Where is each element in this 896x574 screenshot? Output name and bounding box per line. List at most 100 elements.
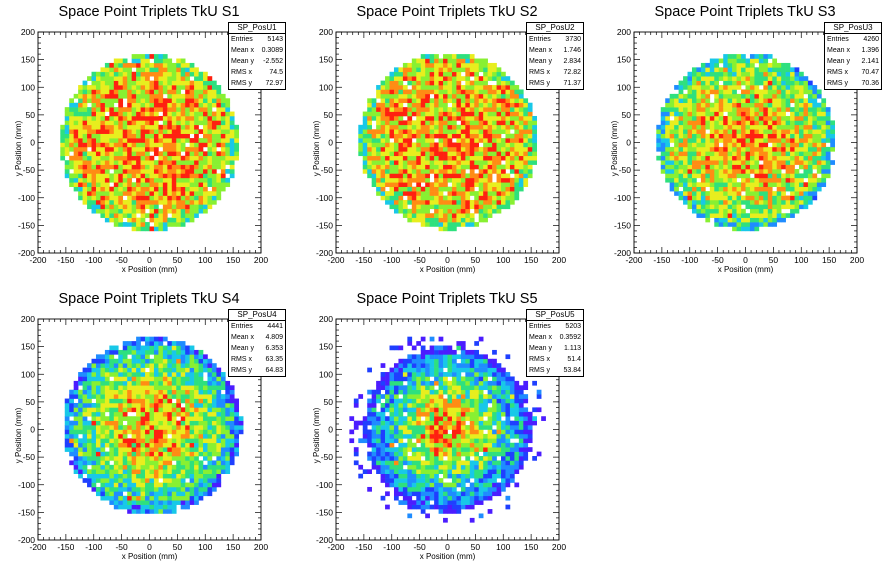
heatmap-cell [478,138,484,143]
heatmap-cell [127,442,132,448]
heatmap-cell [683,186,688,192]
heatmap-cell [696,102,702,108]
stats-row: RMS y 71.37 [527,78,583,89]
heatmap-cell [758,217,764,223]
heatmap-cell [140,173,146,179]
heatmap-cell [443,111,448,117]
heatmap-cell [705,138,711,143]
heatmap-cell [776,67,782,73]
heatmap-cell [691,115,697,121]
heatmap-cell [189,89,195,95]
heatmap-cell [509,160,515,165]
heatmap-cell [78,447,83,452]
heatmap-cell [696,204,702,210]
heatmap-cell [216,120,222,126]
heatmap-cell [180,93,186,99]
heatmap-cell [100,420,106,426]
heatmap-cell [140,222,146,227]
heatmap-cell [153,433,159,439]
heatmap-cell [194,164,199,170]
heatmap-cell [176,208,182,214]
heatmap-cell [794,98,800,104]
heatmap-cell [113,478,119,483]
heatmap-cell [736,111,742,117]
heatmap-cell [478,80,484,86]
heatmap-cell [674,164,679,170]
heatmap-cell [153,482,159,488]
heatmap-cell [104,456,110,461]
heatmap-cell [380,173,386,179]
heatmap-cell [465,160,471,165]
heatmap-cell [749,133,755,139]
heatmap-cell [754,204,760,210]
heatmap-cell [136,385,141,391]
heatmap-cell [64,115,70,121]
heatmap-cell [211,120,217,126]
heatmap-cell [434,155,439,161]
heatmap-cell [669,173,675,179]
heatmap-cell [807,195,813,201]
heatmap-cell [732,208,737,214]
heatmap-cell [416,186,422,192]
heatmap-cell [781,102,786,108]
heatmap-cell [194,146,199,152]
heatmap-cell [140,102,146,108]
heatmap-cell [705,177,711,183]
heatmap-cell [362,142,368,148]
heatmap-cell [505,151,511,157]
heatmap-cell [683,182,688,187]
heatmap-cell [456,107,462,112]
heatmap-cell [723,58,728,64]
heatmap-cell [145,407,150,413]
heatmap-cell [380,195,386,201]
heatmap-cell [767,71,773,77]
heatmap-cell [492,142,497,148]
heatmap-cell [420,191,426,196]
heatmap-cell [460,146,466,152]
heatmap-cell [203,186,208,192]
heatmap-cell [732,226,737,232]
heatmap-cell [95,98,101,104]
heatmap-cell [794,93,800,99]
heatmap-cell [700,62,706,68]
heatmap-cell [149,407,155,413]
heatmap-cell [100,486,106,492]
heatmap-cell [416,93,422,99]
heatmap-cell [767,129,773,134]
heatmap-cell [127,85,132,90]
heatmap-cell [714,93,720,99]
heatmap-cell [171,129,177,134]
heatmap-cell [171,62,177,68]
heatmap-cell [447,89,453,95]
heatmap-cell [812,138,818,143]
heatmap-cell [696,98,702,104]
heatmap-cell [198,146,204,152]
heatmap-cell [145,460,150,466]
heatmap-cell [465,138,471,143]
heatmap-cell [393,191,399,196]
heatmap-cell [456,85,462,90]
heatmap-cell [514,115,520,121]
heatmap-cell [136,425,141,430]
heatmap-cell [367,124,372,130]
heatmap-cell [87,199,92,205]
heatmap-cell [194,160,199,165]
heatmap-cell [736,98,742,104]
heatmap-cell [496,120,502,126]
heatmap-cell [109,464,115,470]
heatmap-cell [145,177,150,183]
heatmap-cell [122,71,128,77]
heatmap-cell [393,195,399,201]
heatmap-cell [158,54,164,59]
heatmap-cell [501,142,506,148]
heatmap-cell [478,85,484,90]
heatmap-cell [425,71,430,77]
heatmap-cell [492,115,497,121]
heatmap-cell [207,98,213,104]
heatmap-cell [794,115,800,121]
heatmap-cell [772,115,778,121]
heatmap-cell [723,151,728,157]
heatmap-cell [189,124,195,130]
heatmap-cell [367,107,372,112]
heatmap-cell [73,146,79,152]
